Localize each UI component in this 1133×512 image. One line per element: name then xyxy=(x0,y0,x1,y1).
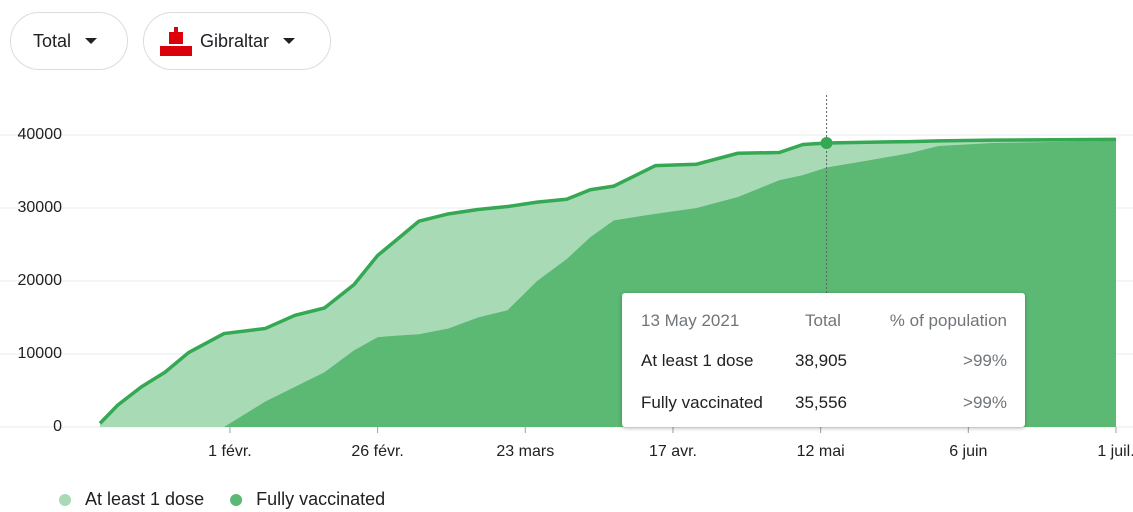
x-tick-label: 23 mars xyxy=(496,443,554,460)
caret xyxy=(85,38,98,44)
hover-point xyxy=(820,136,833,149)
tooltip-pct: >99% xyxy=(963,393,1007,412)
y-tick-label: 10000 xyxy=(18,345,63,362)
tooltip-pct: >99% xyxy=(963,351,1007,370)
x-tick-label: 26 févr. xyxy=(351,443,403,460)
tooltip-date: 13 May 2021 xyxy=(641,311,740,330)
x-tick-label: 1 juil. xyxy=(1097,443,1133,460)
measure-label: Total xyxy=(33,30,72,51)
y-tick-label: 0 xyxy=(53,418,62,435)
x-tick-label: 17 avr. xyxy=(649,443,697,460)
x-tick-label: 12 mai xyxy=(797,443,845,460)
x-tick-label: 1 févr. xyxy=(208,443,252,460)
measure-dropdown[interactable]: Total xyxy=(10,12,128,70)
legend-swatch xyxy=(59,494,71,506)
tooltip-total: 35,556 xyxy=(795,393,847,412)
y-tick-label: 30000 xyxy=(18,199,63,216)
tooltip-label: At least 1 dose xyxy=(641,351,754,370)
tooltip-header: Total xyxy=(805,311,841,330)
tooltip-header: % of population xyxy=(889,311,1007,330)
caret xyxy=(283,38,296,44)
y-tick-label: 20000 xyxy=(18,272,63,289)
legend-label: Fully vaccinated xyxy=(256,489,385,509)
y-tick-label: 40000 xyxy=(18,126,63,143)
region-dropdown[interactable]: Gibraltar xyxy=(143,12,331,70)
flag xyxy=(160,26,192,56)
tooltip: 13 May 2021 Total % of population At lea… xyxy=(622,293,1025,427)
x-tick-label: 6 juin xyxy=(949,443,987,460)
tooltip-label: Fully vaccinated xyxy=(641,393,763,412)
region-label: Gibraltar xyxy=(200,30,270,51)
tooltip-total: 38,905 xyxy=(795,351,847,370)
legend-swatch xyxy=(230,494,243,506)
legend-label: At least 1 dose xyxy=(85,489,204,509)
